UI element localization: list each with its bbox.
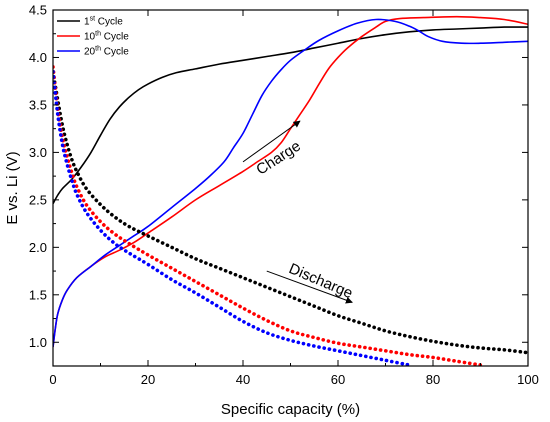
x-tick-label: 20 — [141, 372, 155, 387]
y-tick-label: 2.0 — [29, 240, 47, 255]
series-20th-cycle-charge-line — [53, 18, 528, 348]
y-tick-label: 1.0 — [29, 335, 47, 350]
plot-frame — [52, 9, 529, 367]
y-tick-label: 4.0 — [29, 50, 47, 65]
annotation-arrow-2 — [266, 270, 353, 304]
x-tick-label: 40 — [236, 372, 250, 387]
x-tick-label: 60 — [331, 372, 345, 387]
y-tick-label: 3.5 — [29, 97, 47, 112]
series-1st-cycle-discharge-line — [53, 69, 528, 355]
series-1st-cycle-charge-line — [53, 26, 528, 205]
y-tick-label: 3.0 — [29, 145, 47, 160]
y-axis-title: E vs. Li (V) — [4, 151, 21, 224]
legend-label-1st-cycle: 1st Cycle — [84, 16, 123, 28]
x-tick-label: 80 — [426, 372, 440, 387]
y-tick-label: 4.5 — [29, 3, 47, 18]
y-tick-label: 2.5 — [29, 192, 47, 207]
legend: 1st Cycle 10th Cycle 20th Cycle — [57, 16, 129, 58]
x-tick-label: 100 — [517, 372, 539, 387]
annotation-arrow-1 — [242, 120, 301, 163]
legend-label-20th-cycle: 20th Cycle — [84, 46, 129, 58]
series-layer — [53, 15, 528, 366]
y-tick-label: 1.5 — [29, 287, 47, 302]
legend-label-10th-cycle: 10th Cycle — [84, 31, 129, 43]
x-tick-label: 0 — [49, 372, 56, 387]
annotation-layer: Charge Discharge — [242, 120, 355, 304]
series-10th-cycle-discharge-line — [53, 65, 483, 366]
annotation-charge: Charge — [253, 138, 304, 179]
axes-layer: 0 20 40 60 80 100 1.0 1.5 2.0 2.5 3.0 3.5 4.0 4.5 — [29, 3, 539, 388]
x-axis-title: Specific capacity (%) — [221, 401, 360, 418]
annotation-discharge: Discharge — [286, 260, 355, 302]
